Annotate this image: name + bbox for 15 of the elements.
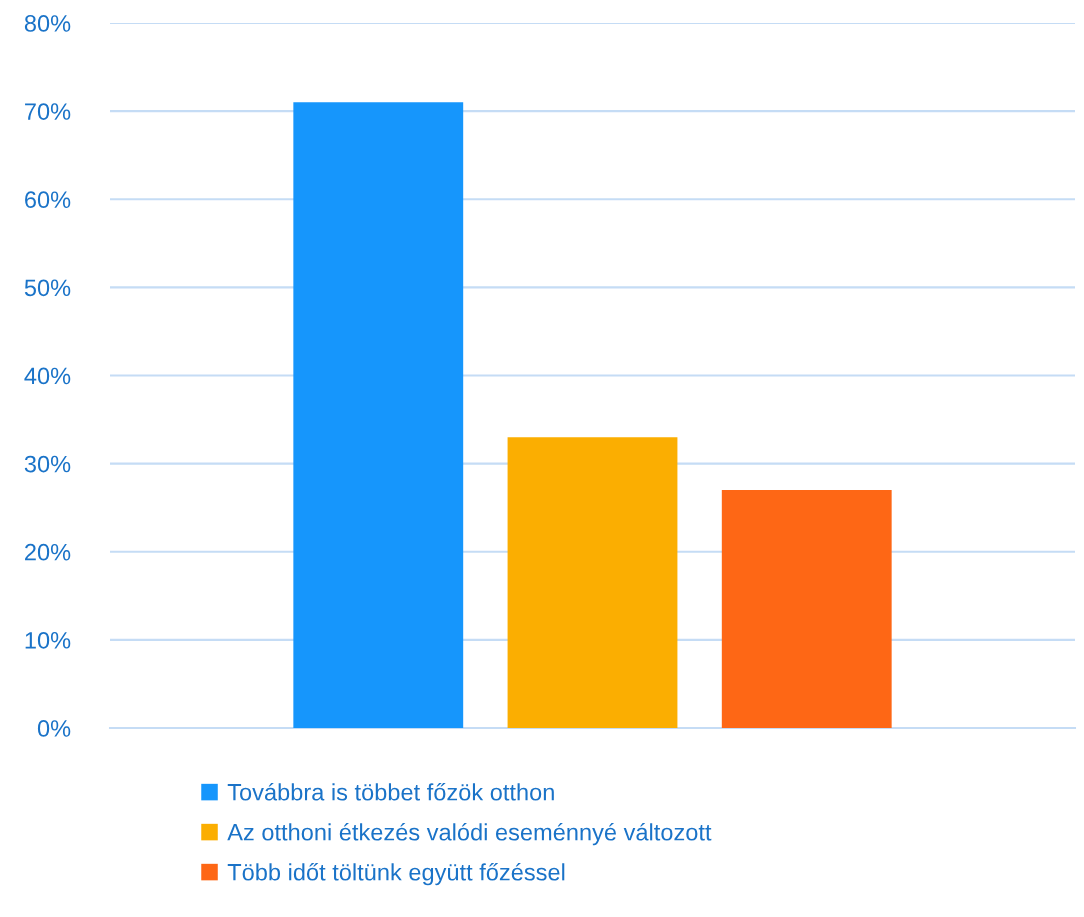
bar [507,437,678,728]
bar [293,102,464,728]
y-tick-label: 30% [24,455,71,473]
y-tick-label: 50% [24,279,71,297]
y-tick-label: 80% [24,15,71,32]
y-tick-label: 20% [25,543,71,561]
y-tick-label: 70% [25,103,71,120]
y-tick-label: 40% [24,367,71,385]
legend-label: Több időt töltünk együtt főzéssel [227,862,565,886]
legend-label: Továbbra is többet főzök otthon [227,782,554,801]
y-tick-label: 60% [25,191,71,209]
legend-label: Az otthoni étkezés valódi eseménnyé változott [227,822,712,846]
y-tick-label: 0% [37,720,71,737]
y-tick-label: 10% [25,631,71,649]
bar [721,490,892,728]
